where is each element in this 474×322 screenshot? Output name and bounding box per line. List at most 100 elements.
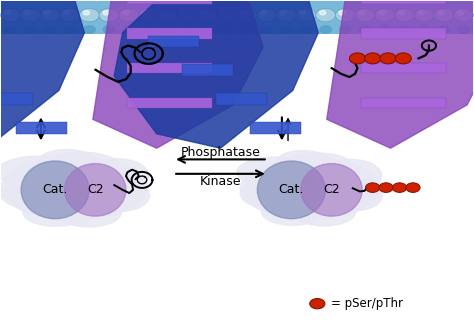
Ellipse shape	[257, 161, 325, 219]
Ellipse shape	[293, 197, 356, 226]
Ellipse shape	[261, 198, 324, 225]
Bar	[250, 122, 301, 134]
Circle shape	[398, 25, 411, 34]
Bar	[182, 64, 233, 76]
Circle shape	[217, 8, 237, 22]
Circle shape	[359, 11, 365, 15]
Bar	[361, 63, 446, 73]
Circle shape	[122, 25, 136, 34]
Circle shape	[240, 25, 254, 34]
Bar	[127, 0, 212, 4]
Bar	[127, 63, 212, 73]
Circle shape	[316, 8, 336, 22]
Circle shape	[358, 25, 372, 34]
Ellipse shape	[237, 157, 314, 187]
Circle shape	[142, 25, 155, 34]
Circle shape	[99, 8, 119, 22]
Ellipse shape	[94, 180, 149, 211]
Circle shape	[398, 11, 404, 15]
Text: Phosphatase: Phosphatase	[181, 147, 260, 159]
Circle shape	[158, 8, 178, 22]
Text: C2: C2	[323, 183, 340, 196]
Bar	[361, 0, 446, 4]
Circle shape	[299, 25, 312, 34]
Circle shape	[44, 11, 50, 15]
Bar	[1, 1, 473, 34]
Bar	[148, 36, 199, 47]
Circle shape	[365, 53, 381, 64]
Circle shape	[102, 25, 116, 34]
Circle shape	[338, 25, 352, 34]
Polygon shape	[93, 0, 263, 148]
Circle shape	[83, 11, 90, 15]
Text: Cat.: Cat.	[42, 183, 68, 196]
Ellipse shape	[23, 198, 89, 226]
Ellipse shape	[21, 161, 89, 219]
Text: = pSer/pThr: = pSer/pThr	[330, 297, 402, 310]
Circle shape	[437, 25, 450, 34]
Circle shape	[201, 11, 208, 15]
Circle shape	[260, 25, 273, 34]
Circle shape	[406, 183, 420, 193]
Ellipse shape	[240, 179, 296, 208]
Circle shape	[375, 8, 394, 22]
Ellipse shape	[1, 157, 147, 220]
Ellipse shape	[323, 159, 382, 192]
Circle shape	[418, 25, 431, 34]
Circle shape	[280, 11, 286, 15]
Polygon shape	[114, 0, 318, 148]
Circle shape	[395, 53, 411, 64]
Ellipse shape	[43, 152, 119, 180]
Circle shape	[310, 298, 325, 309]
Ellipse shape	[240, 158, 380, 219]
Circle shape	[336, 8, 355, 22]
Ellipse shape	[277, 151, 330, 172]
Text: C2: C2	[87, 183, 103, 196]
Circle shape	[276, 8, 296, 22]
Circle shape	[123, 11, 129, 15]
Circle shape	[319, 25, 332, 34]
Bar	[361, 28, 446, 39]
Circle shape	[142, 11, 149, 15]
Ellipse shape	[64, 164, 126, 216]
Circle shape	[4, 25, 17, 34]
Circle shape	[182, 11, 188, 15]
Circle shape	[394, 8, 414, 22]
Circle shape	[198, 8, 218, 22]
Circle shape	[296, 8, 316, 22]
Circle shape	[178, 8, 198, 22]
Circle shape	[457, 25, 470, 34]
Bar	[361, 98, 446, 108]
Circle shape	[457, 11, 464, 15]
Circle shape	[378, 25, 391, 34]
Circle shape	[24, 25, 37, 34]
Circle shape	[280, 25, 293, 34]
Ellipse shape	[1, 179, 59, 209]
Circle shape	[201, 25, 214, 34]
Text: Kinase: Kinase	[200, 175, 241, 188]
Bar	[0, 93, 33, 105]
Circle shape	[24, 11, 30, 15]
Circle shape	[438, 11, 444, 15]
Circle shape	[434, 8, 454, 22]
Circle shape	[380, 53, 396, 64]
Circle shape	[162, 11, 168, 15]
Circle shape	[138, 8, 158, 22]
Ellipse shape	[0, 156, 78, 187]
Circle shape	[80, 8, 99, 22]
Polygon shape	[0, 0, 84, 148]
Circle shape	[414, 8, 434, 22]
Circle shape	[83, 25, 96, 34]
Circle shape	[454, 8, 474, 22]
Circle shape	[60, 8, 80, 22]
Circle shape	[221, 11, 228, 15]
Circle shape	[237, 8, 257, 22]
Circle shape	[162, 25, 175, 34]
Bar	[127, 28, 212, 39]
Circle shape	[339, 11, 346, 15]
Bar	[16, 122, 67, 134]
Circle shape	[256, 8, 276, 22]
Ellipse shape	[301, 164, 362, 216]
Circle shape	[241, 11, 247, 15]
Circle shape	[0, 8, 20, 22]
